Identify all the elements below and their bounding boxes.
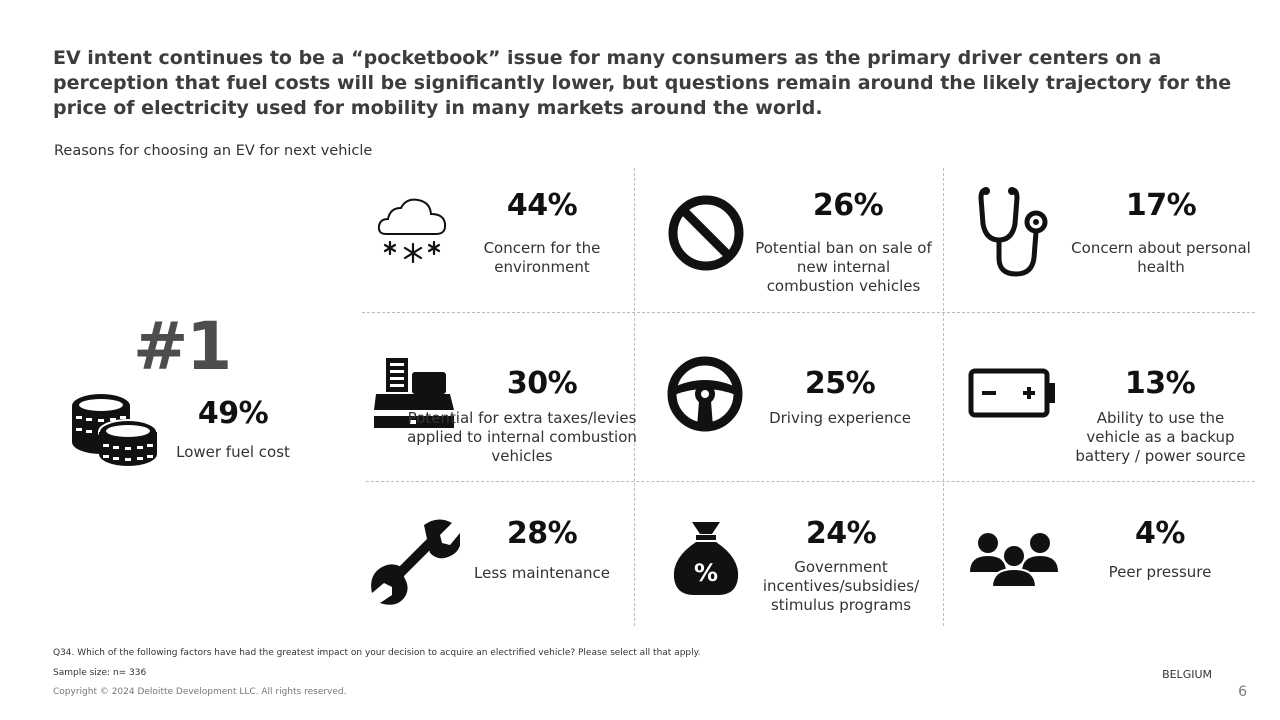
reason-label: Ability to use the vehicle as a backup b…	[1075, 409, 1246, 465]
reason-label: Potential for extra taxes/levies applied…	[407, 409, 637, 465]
grid-divider	[943, 168, 944, 626]
reason-value: 26%	[812, 188, 884, 223]
money-bag-percent-icon: %	[673, 522, 739, 595]
reason-label: Peer pressure	[1108, 563, 1212, 581]
svg-text:%: %	[694, 559, 718, 587]
reason-value: 13%	[1124, 366, 1196, 401]
cash-register-icon	[374, 358, 454, 428]
grid-divider	[362, 312, 1255, 313]
country-label: BELGIUM	[1162, 668, 1212, 681]
reason-label: Driving experience	[769, 409, 911, 427]
sample-size: Sample size: n= 336	[53, 668, 147, 678]
copyright: Copyright © 2024 Deloitte Development LL…	[53, 687, 347, 697]
reason-label: Concern for the environment	[483, 239, 601, 276]
reason-value: 25%	[804, 366, 876, 401]
top-rank: #1	[133, 308, 232, 385]
grid-divider	[366, 481, 1255, 482]
coins-icon	[72, 394, 158, 466]
reason-value: 24%	[805, 516, 877, 551]
reason-value: 30%	[506, 366, 578, 401]
grid-divider	[634, 168, 635, 626]
people-group-icon	[970, 533, 1058, 588]
top-reason-value: 49%	[197, 396, 269, 431]
reason-value: 28%	[506, 516, 578, 551]
battery-icon	[968, 368, 1055, 418]
reason-value: 17%	[1125, 188, 1197, 223]
steering-wheel-icon	[667, 356, 743, 432]
slide-title: EV intent continues to be a “pocketbook”…	[53, 47, 1232, 119]
reason-label: Less maintenance	[474, 564, 610, 582]
stethoscope-icon	[978, 187, 1048, 277]
snow-cloud-icon	[377, 198, 447, 264]
chart-title: Reasons for choosing an EV for next vehi…	[54, 143, 373, 159]
reason-label: Government incentives/subsidies/ stimulu…	[762, 558, 920, 614]
top-reason-label: Lower fuel cost	[176, 443, 290, 461]
ban-icon	[668, 195, 744, 271]
survey-question: Q34. Which of the following factors have…	[53, 648, 701, 658]
page-number: 6	[1238, 684, 1247, 700]
reason-value: 4%	[1135, 516, 1185, 551]
reason-label: Concern about personal health	[1071, 239, 1251, 276]
reason-label: Potential ban on sale of new internal co…	[755, 239, 932, 295]
reason-value: 44%	[506, 188, 578, 223]
wrench-icon	[371, 519, 460, 605]
